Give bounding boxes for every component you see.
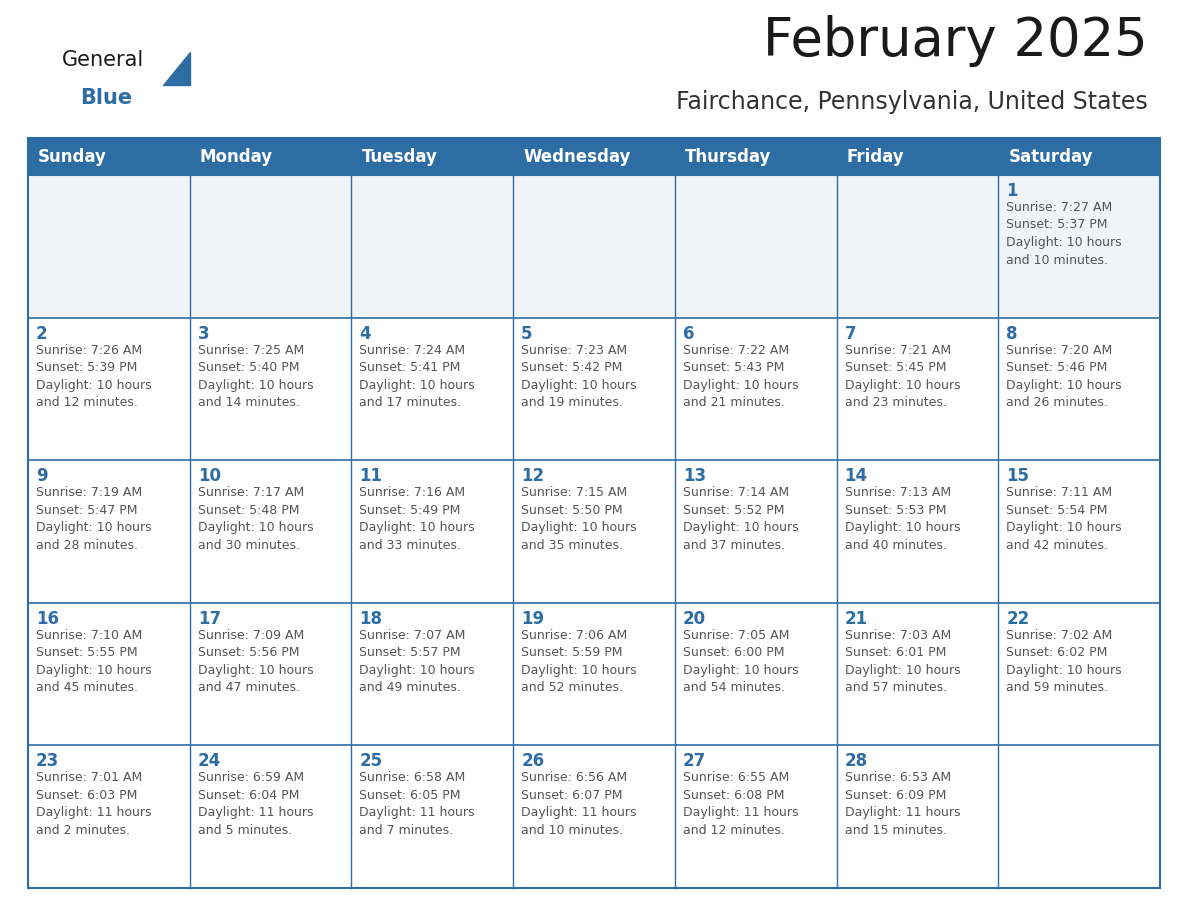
Text: 2: 2 [36, 325, 48, 342]
Text: 11: 11 [360, 467, 383, 486]
Text: Sunrise: 7:24 AM
Sunset: 5:41 PM
Daylight: 10 hours
and 17 minutes.: Sunrise: 7:24 AM Sunset: 5:41 PM Dayligh… [360, 343, 475, 409]
Text: 17: 17 [197, 610, 221, 628]
Bar [29, 460, 1159, 603]
Text: Sunrise: 7:10 AM
Sunset: 5:55 PM
Daylight: 10 hours
and 45 minutes.: Sunrise: 7:10 AM Sunset: 5:55 PM Dayligh… [36, 629, 152, 694]
Text: Monday: Monday [200, 148, 273, 165]
Text: Sunrise: 7:26 AM
Sunset: 5:39 PM
Daylight: 10 hours
and 12 minutes.: Sunrise: 7:26 AM Sunset: 5:39 PM Dayligh… [36, 343, 152, 409]
Text: 10: 10 [197, 467, 221, 486]
Text: Blue: Blue [80, 88, 132, 108]
Text: 27: 27 [683, 753, 706, 770]
Text: Sunrise: 7:27 AM
Sunset: 5:37 PM
Daylight: 10 hours
and 10 minutes.: Sunrise: 7:27 AM Sunset: 5:37 PM Dayligh… [1006, 201, 1121, 266]
Text: Sunrise: 7:05 AM
Sunset: 6:00 PM
Daylight: 10 hours
and 54 minutes.: Sunrise: 7:05 AM Sunset: 6:00 PM Dayligh… [683, 629, 798, 694]
Text: Sunrise: 6:55 AM
Sunset: 6:08 PM
Daylight: 11 hours
and 12 minutes.: Sunrise: 6:55 AM Sunset: 6:08 PM Dayligh… [683, 771, 798, 837]
Text: 12: 12 [522, 467, 544, 486]
Text: Sunday: Sunday [38, 148, 107, 165]
Text: Sunrise: 7:01 AM
Sunset: 6:03 PM
Daylight: 11 hours
and 2 minutes.: Sunrise: 7:01 AM Sunset: 6:03 PM Dayligh… [36, 771, 152, 837]
Text: Sunrise: 7:14 AM
Sunset: 5:52 PM
Daylight: 10 hours
and 37 minutes.: Sunrise: 7:14 AM Sunset: 5:52 PM Dayligh… [683, 487, 798, 552]
Text: Sunrise: 7:23 AM
Sunset: 5:42 PM
Daylight: 10 hours
and 19 minutes.: Sunrise: 7:23 AM Sunset: 5:42 PM Dayligh… [522, 343, 637, 409]
Text: Sunrise: 6:56 AM
Sunset: 6:07 PM
Daylight: 11 hours
and 10 minutes.: Sunrise: 6:56 AM Sunset: 6:07 PM Dayligh… [522, 771, 637, 837]
Text: Sunrise: 7:17 AM
Sunset: 5:48 PM
Daylight: 10 hours
and 30 minutes.: Sunrise: 7:17 AM Sunset: 5:48 PM Dayligh… [197, 487, 314, 552]
Text: 16: 16 [36, 610, 59, 628]
Text: 6: 6 [683, 325, 694, 342]
Text: 26: 26 [522, 753, 544, 770]
Text: Sunrise: 7:07 AM
Sunset: 5:57 PM
Daylight: 10 hours
and 49 minutes.: Sunrise: 7:07 AM Sunset: 5:57 PM Dayligh… [360, 629, 475, 694]
Text: Sunrise: 7:15 AM
Sunset: 5:50 PM
Daylight: 10 hours
and 35 minutes.: Sunrise: 7:15 AM Sunset: 5:50 PM Dayligh… [522, 487, 637, 552]
Text: 18: 18 [360, 610, 383, 628]
Text: Saturday: Saturday [1009, 148, 1093, 165]
Bar [29, 318, 1159, 460]
Text: 15: 15 [1006, 467, 1029, 486]
Text: Sunrise: 6:58 AM
Sunset: 6:05 PM
Daylight: 11 hours
and 7 minutes.: Sunrise: 6:58 AM Sunset: 6:05 PM Dayligh… [360, 771, 475, 837]
Bar [29, 175, 1159, 318]
Text: Sunrise: 7:09 AM
Sunset: 5:56 PM
Daylight: 10 hours
and 47 minutes.: Sunrise: 7:09 AM Sunset: 5:56 PM Dayligh… [197, 629, 314, 694]
Text: 5: 5 [522, 325, 532, 342]
Text: Sunrise: 7:06 AM
Sunset: 5:59 PM
Daylight: 10 hours
and 52 minutes.: Sunrise: 7:06 AM Sunset: 5:59 PM Dayligh… [522, 629, 637, 694]
Text: Sunrise: 7:13 AM
Sunset: 5:53 PM
Daylight: 10 hours
and 40 minutes.: Sunrise: 7:13 AM Sunset: 5:53 PM Dayligh… [845, 487, 960, 552]
Text: Sunrise: 6:59 AM
Sunset: 6:04 PM
Daylight: 11 hours
and 5 minutes.: Sunrise: 6:59 AM Sunset: 6:04 PM Dayligh… [197, 771, 314, 837]
Bar [29, 138, 1159, 175]
Text: Sunrise: 7:20 AM
Sunset: 5:46 PM
Daylight: 10 hours
and 26 minutes.: Sunrise: 7:20 AM Sunset: 5:46 PM Dayligh… [1006, 343, 1121, 409]
Text: 13: 13 [683, 467, 706, 486]
Text: Sunrise: 7:03 AM
Sunset: 6:01 PM
Daylight: 10 hours
and 57 minutes.: Sunrise: 7:03 AM Sunset: 6:01 PM Dayligh… [845, 629, 960, 694]
Text: 20: 20 [683, 610, 706, 628]
Text: 7: 7 [845, 325, 857, 342]
Text: Fairchance, Pennsylvania, United States: Fairchance, Pennsylvania, United States [676, 90, 1148, 114]
Text: 28: 28 [845, 753, 867, 770]
Text: Sunrise: 7:16 AM
Sunset: 5:49 PM
Daylight: 10 hours
and 33 minutes.: Sunrise: 7:16 AM Sunset: 5:49 PM Dayligh… [360, 487, 475, 552]
Text: General: General [62, 50, 144, 70]
Text: Friday: Friday [847, 148, 904, 165]
Text: Tuesday: Tuesday [361, 148, 437, 165]
Text: Sunrise: 6:53 AM
Sunset: 6:09 PM
Daylight: 11 hours
and 15 minutes.: Sunrise: 6:53 AM Sunset: 6:09 PM Dayligh… [845, 771, 960, 837]
Text: 4: 4 [360, 325, 371, 342]
Text: 9: 9 [36, 467, 48, 486]
Text: 21: 21 [845, 610, 867, 628]
Text: 3: 3 [197, 325, 209, 342]
Text: 19: 19 [522, 610, 544, 628]
Text: Sunrise: 7:11 AM
Sunset: 5:54 PM
Daylight: 10 hours
and 42 minutes.: Sunrise: 7:11 AM Sunset: 5:54 PM Dayligh… [1006, 487, 1121, 552]
Text: 1: 1 [1006, 182, 1018, 200]
Text: Sunrise: 7:02 AM
Sunset: 6:02 PM
Daylight: 10 hours
and 59 minutes.: Sunrise: 7:02 AM Sunset: 6:02 PM Dayligh… [1006, 629, 1121, 694]
Text: Sunrise: 7:22 AM
Sunset: 5:43 PM
Daylight: 10 hours
and 21 minutes.: Sunrise: 7:22 AM Sunset: 5:43 PM Dayligh… [683, 343, 798, 409]
Bar [29, 603, 1159, 745]
Text: Wednesday: Wednesday [523, 148, 631, 165]
Text: 25: 25 [360, 753, 383, 770]
Text: 14: 14 [845, 467, 867, 486]
Text: February 2025: February 2025 [763, 15, 1148, 67]
Bar [29, 745, 1159, 888]
Text: 8: 8 [1006, 325, 1018, 342]
Text: Sunrise: 7:21 AM
Sunset: 5:45 PM
Daylight: 10 hours
and 23 minutes.: Sunrise: 7:21 AM Sunset: 5:45 PM Dayligh… [845, 343, 960, 409]
Text: 23: 23 [36, 753, 59, 770]
Text: Sunrise: 7:19 AM
Sunset: 5:47 PM
Daylight: 10 hours
and 28 minutes.: Sunrise: 7:19 AM Sunset: 5:47 PM Dayligh… [36, 487, 152, 552]
Text: 22: 22 [1006, 610, 1030, 628]
Polygon shape [163, 52, 190, 85]
Text: Thursday: Thursday [684, 148, 771, 165]
Text: Sunrise: 7:25 AM
Sunset: 5:40 PM
Daylight: 10 hours
and 14 minutes.: Sunrise: 7:25 AM Sunset: 5:40 PM Dayligh… [197, 343, 314, 409]
Text: 24: 24 [197, 753, 221, 770]
